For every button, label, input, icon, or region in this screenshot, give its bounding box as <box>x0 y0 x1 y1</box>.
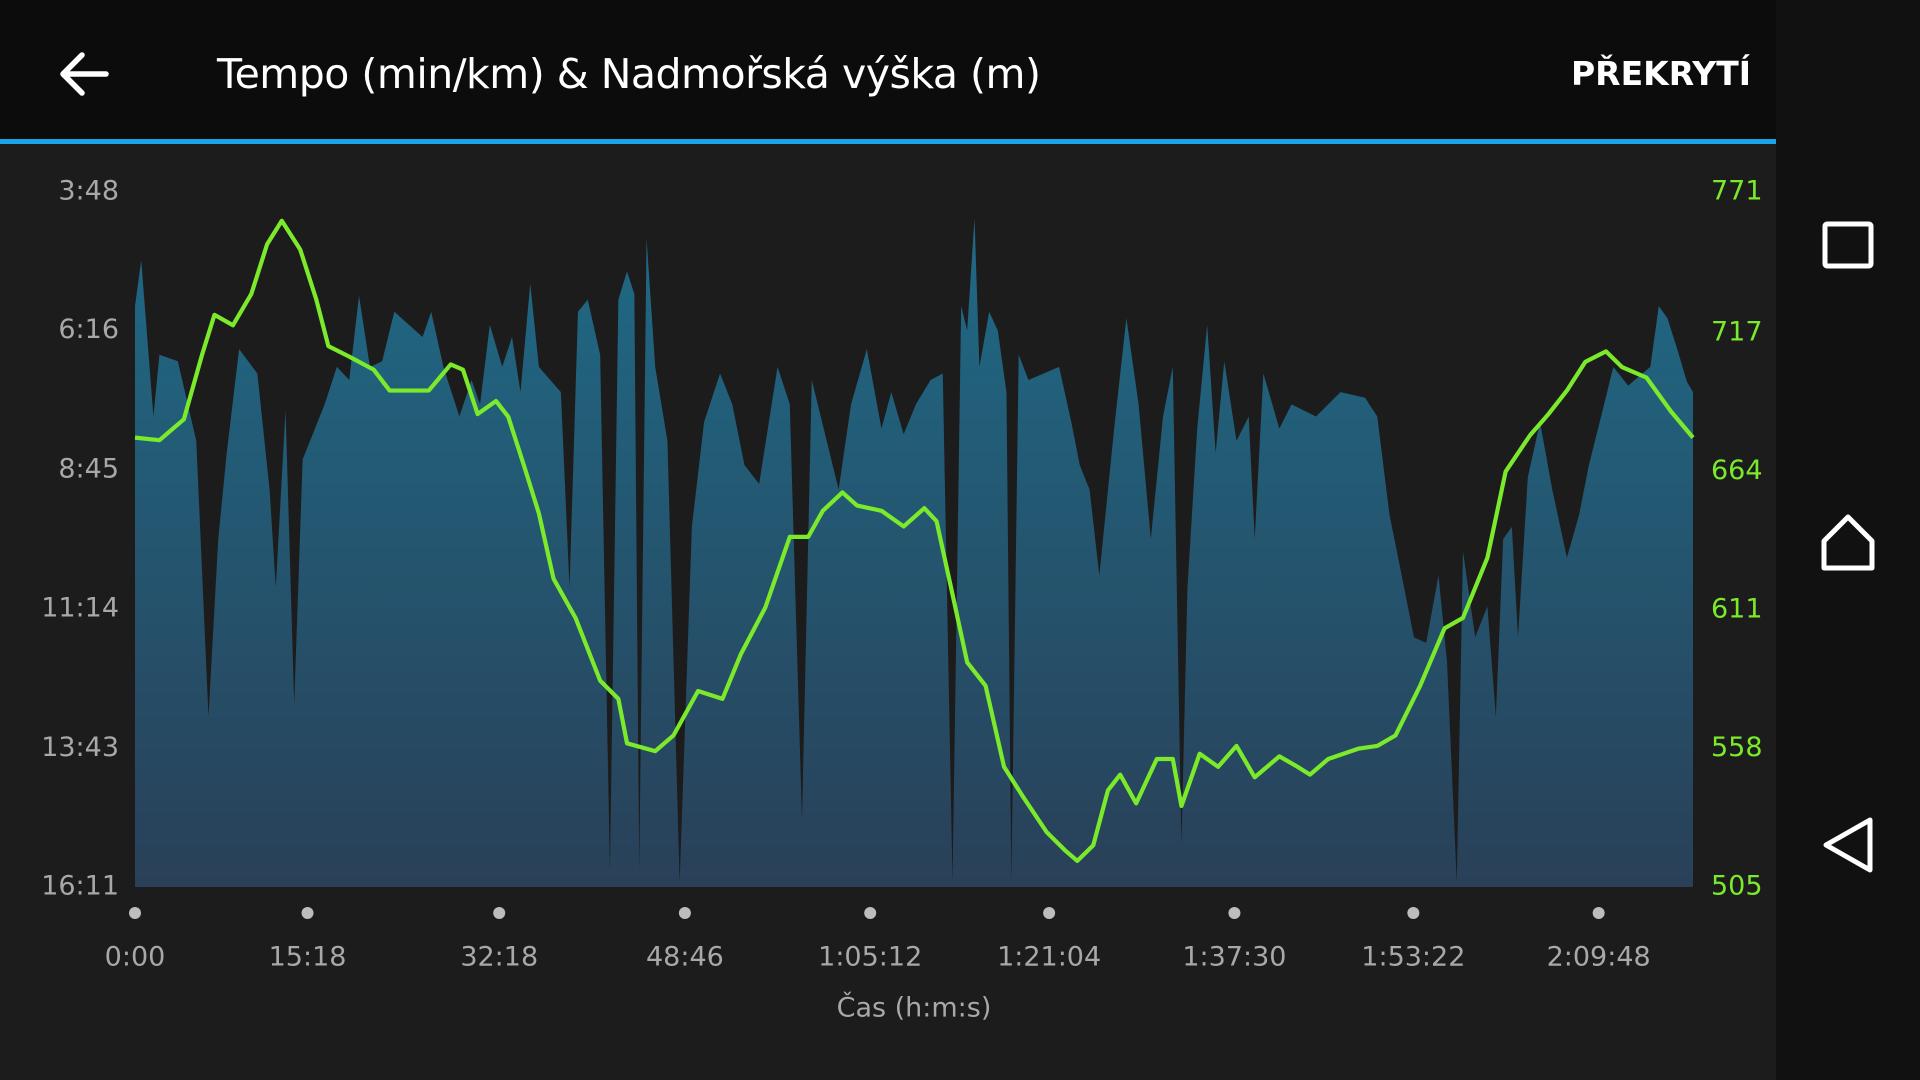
x-tick-dot <box>129 907 141 919</box>
x-tick-label: 32:18 <box>460 942 538 973</box>
back-button[interactable] <box>56 46 112 102</box>
x-tick-dot <box>301 907 314 919</box>
y-tick-label: 3:48 <box>58 176 119 207</box>
x-tick-label: 1:37:30 <box>1182 942 1286 973</box>
recents-button[interactable] <box>1822 221 1874 269</box>
x-tick-label: 2:09:48 <box>1547 942 1651 973</box>
overlay-button[interactable]: PŘEKRYTÍ <box>1570 54 1751 93</box>
y2-tick-label: 611 <box>1711 594 1763 625</box>
x-tick-dot <box>1228 907 1241 919</box>
x-tick-label: 48:46 <box>646 942 724 973</box>
x-tick-dot <box>678 907 691 919</box>
y2-tick-label: 771 <box>1711 176 1763 207</box>
x-tick-label: 1:05:12 <box>818 942 922 973</box>
home-button[interactable] <box>1821 514 1875 571</box>
nav-bar <box>1776 0 1920 1080</box>
y2-tick-label: 558 <box>1711 732 1763 763</box>
y-tick-label: 13:43 <box>41 732 119 763</box>
nav-back-button[interactable] <box>1823 817 1873 873</box>
x-tick-dot <box>1043 907 1056 919</box>
y2-tick-label: 664 <box>1711 455 1763 486</box>
y-tick-label: 11:14 <box>41 593 119 624</box>
x-tick-label: 0:00 <box>105 942 166 973</box>
x-tick-dot <box>1407 907 1420 919</box>
x-tick-label: 1:21:04 <box>997 942 1101 973</box>
y-tick-label: 6:16 <box>58 314 119 345</box>
x-tick-dot <box>864 907 877 919</box>
nav-icons <box>1821 221 1875 873</box>
chart: 3:48 6:16 8:45 11:14 13:43 16:11 771 717 664 611 5… <box>41 176 1763 1024</box>
x-tick-dot <box>1592 907 1605 919</box>
screen-title: Tempo (min/km) & Nadmořská výška (m) <box>217 50 1041 98</box>
y2-tick-label: 505 <box>1711 871 1763 902</box>
x-tick-dot <box>493 907 506 919</box>
pace-area <box>135 218 1693 888</box>
y-tick-label: 16:11 <box>41 871 119 902</box>
y2-tick-label: 717 <box>1711 317 1763 348</box>
x-tick-label: 15:18 <box>269 942 347 973</box>
y-tick-label: 8:45 <box>58 453 119 484</box>
app-bar: Tempo (min/km) & Nadmořská výška (m) PŘE… <box>0 0 1776 144</box>
x-axis-title: Čas (h:m:s) <box>837 992 992 1024</box>
x-tick-label: 1:53:22 <box>1361 942 1465 973</box>
elevation-line <box>134 218 1695 863</box>
